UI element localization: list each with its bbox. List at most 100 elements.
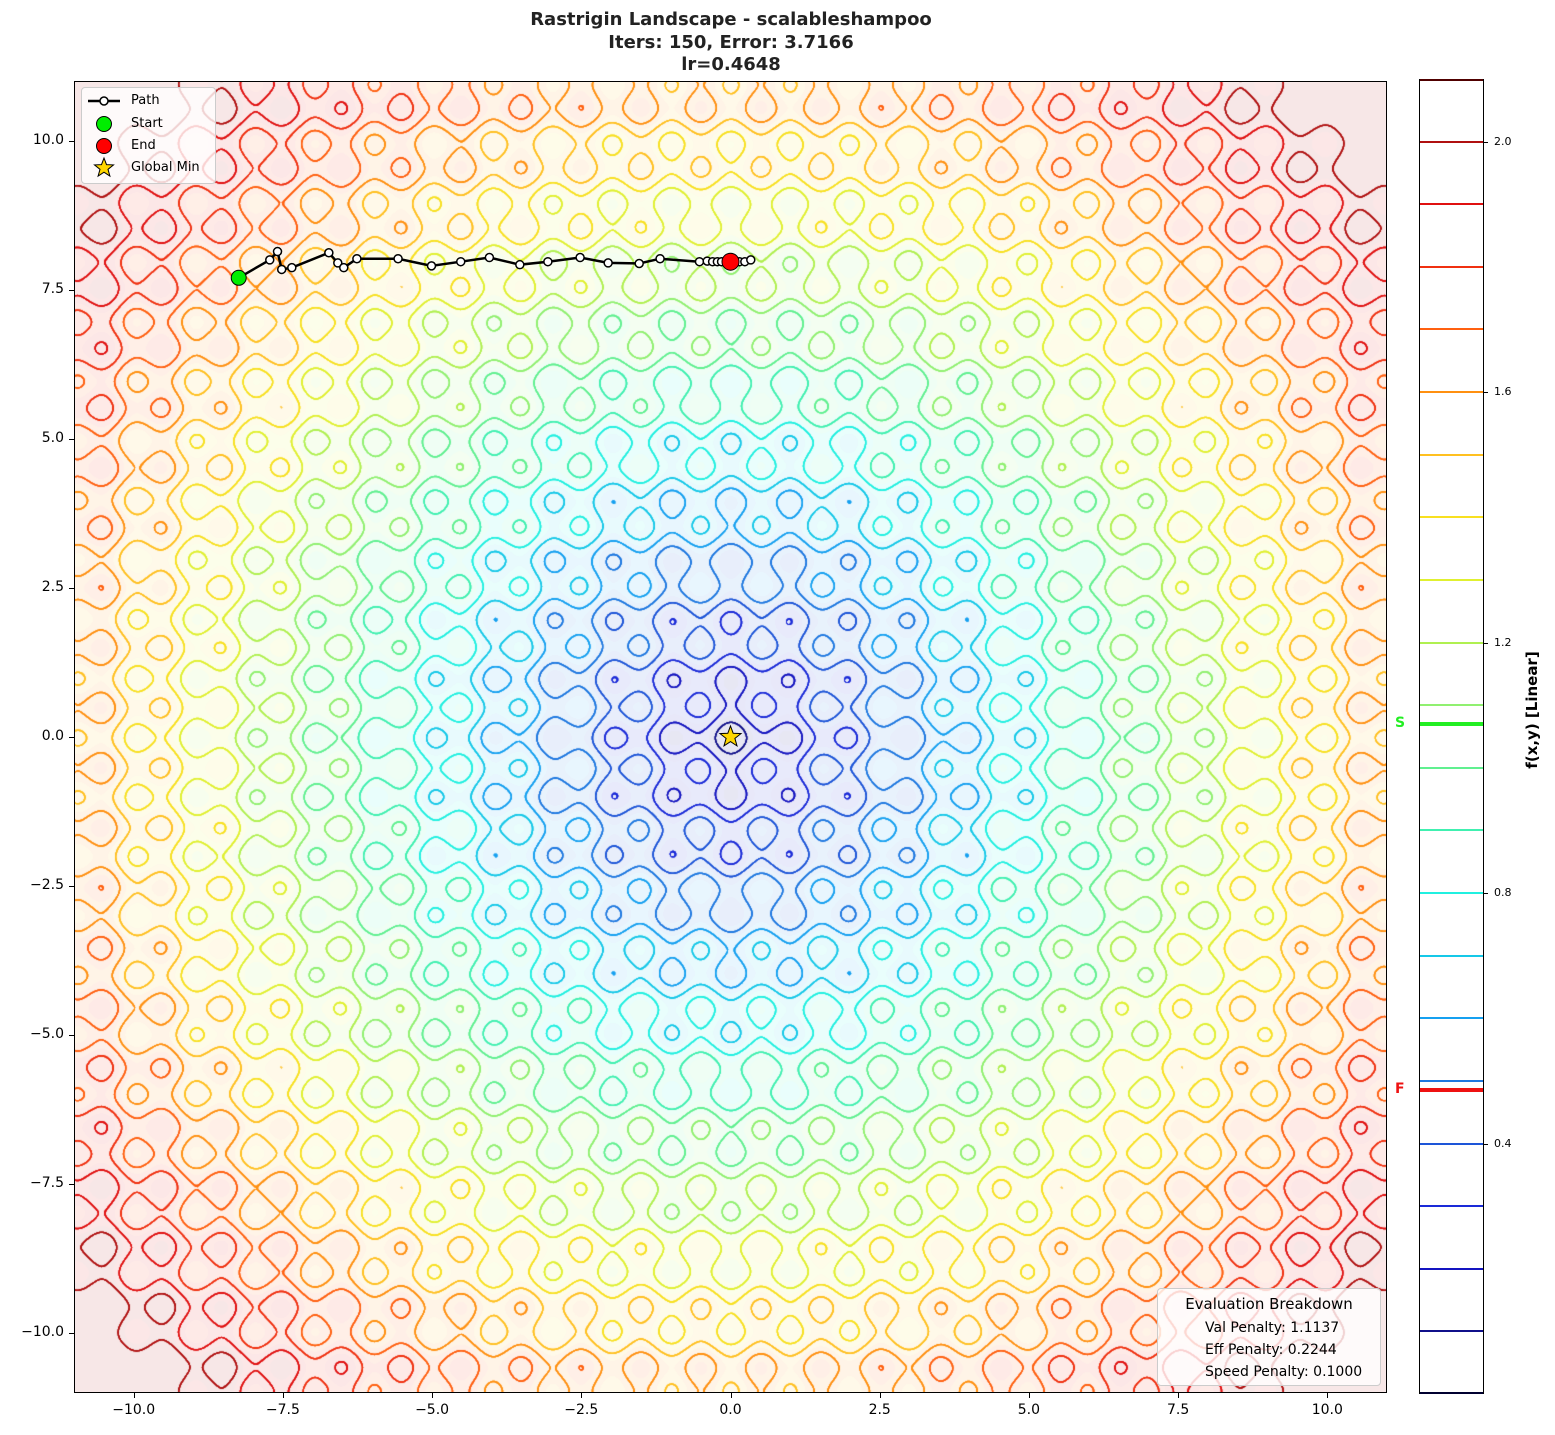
colorbar-tick-mark bbox=[1484, 642, 1488, 644]
colorbar-level-line bbox=[1420, 1392, 1483, 1394]
x-tick-label: 5.0 bbox=[1017, 1402, 1041, 1418]
x-tick-label: 10.0 bbox=[1311, 1402, 1343, 1418]
path-point bbox=[484, 252, 495, 263]
x-tick-mark bbox=[1178, 1393, 1180, 1398]
y-tick-mark bbox=[69, 140, 74, 142]
x-tick-mark bbox=[879, 1393, 881, 1398]
eval-title: Evaluation Breakdown bbox=[1185, 1295, 1353, 1313]
path-point bbox=[515, 259, 525, 270]
colorbar-tick-label: 0.8 bbox=[1494, 886, 1512, 900]
colorbar-level-line bbox=[1420, 453, 1483, 456]
x-tick-mark bbox=[432, 1393, 434, 1398]
path-point bbox=[352, 253, 362, 264]
path-point bbox=[339, 262, 349, 273]
colorbar-level-line bbox=[1420, 516, 1483, 519]
colorbar-tick-label: 0.4 bbox=[1494, 1136, 1512, 1150]
colorbar-tick-mark bbox=[1484, 1143, 1488, 1145]
path-point bbox=[426, 261, 437, 271]
x-tick-mark bbox=[1028, 1393, 1030, 1398]
x-tick-label: 2.5 bbox=[868, 1402, 891, 1418]
y-tick-mark bbox=[69, 1035, 74, 1037]
y-tick-mark bbox=[69, 886, 74, 888]
path-line bbox=[238, 248, 752, 279]
path-point bbox=[455, 256, 466, 267]
x-tick-mark bbox=[133, 1393, 135, 1398]
chart-subtitle-iters: Iters: 150, Error: 3.7166 bbox=[608, 32, 854, 53]
colorbar-tick-label: 1.2 bbox=[1494, 635, 1512, 649]
path-point bbox=[287, 262, 297, 273]
path-point bbox=[324, 248, 334, 258]
legend-end: End bbox=[131, 138, 156, 153]
colorbar-level-line bbox=[1420, 641, 1483, 644]
legend-global-min: Global Min bbox=[131, 160, 200, 175]
colorbar-level-line bbox=[1420, 79, 1483, 81]
path-point bbox=[272, 246, 283, 257]
path-point bbox=[543, 256, 553, 267]
y-tick-label: −7.5 bbox=[30, 1175, 64, 1192]
colorbar-level-line bbox=[1420, 328, 1483, 331]
colorbar-marker-line bbox=[1420, 1088, 1483, 1093]
y-tick-label: −2.5 bbox=[30, 877, 64, 894]
x-tick-label: −10.0 bbox=[112, 1402, 156, 1418]
path-point bbox=[634, 258, 644, 269]
colorbar-level-line bbox=[1420, 892, 1483, 895]
colorbar-level-line bbox=[1420, 766, 1483, 769]
chart-subtitle-lr: lr=0.4648 bbox=[681, 54, 781, 75]
colorbar-tick-label: 1.6 bbox=[1494, 385, 1512, 399]
colorbar-level-line bbox=[1420, 704, 1483, 707]
colorbar-level-line bbox=[1420, 140, 1483, 143]
colorbar-level-line bbox=[1420, 203, 1483, 206]
path-point bbox=[575, 252, 585, 263]
path-point bbox=[746, 255, 756, 265]
colorbar-tick-label: 2.0 bbox=[1494, 134, 1512, 148]
x-tick-label: 7.5 bbox=[1166, 1402, 1190, 1418]
legend-end-marker bbox=[96, 138, 112, 154]
colorbar-level-line bbox=[1420, 829, 1483, 832]
y-tick-label: 10.0 bbox=[32, 131, 64, 148]
global-min-star bbox=[718, 724, 743, 748]
x-tick-mark bbox=[1327, 1393, 1329, 1398]
eval-speed-penalty: Speed Penalty: 0.1000 bbox=[1205, 1364, 1363, 1380]
y-tick-label: 5.0 bbox=[41, 429, 64, 446]
colorbar-level-line bbox=[1420, 1267, 1483, 1270]
colorbar-level-line bbox=[1420, 954, 1483, 957]
colorbar-tick-mark bbox=[1484, 141, 1488, 143]
y-tick-mark bbox=[69, 1184, 74, 1186]
legend-path: Path bbox=[131, 93, 160, 108]
colorbar-tick-mark bbox=[1484, 392, 1488, 394]
plot-area bbox=[74, 81, 1387, 1393]
y-tick-label: 2.5 bbox=[41, 578, 64, 595]
x-tick-mark bbox=[282, 1393, 284, 1398]
legend: Path Start End Global Min bbox=[81, 87, 216, 184]
path-point bbox=[393, 253, 403, 264]
chart-title: Rastrigin Landscape - scalableshampoo bbox=[530, 9, 932, 30]
path-point bbox=[603, 258, 613, 268]
colorbar-level-line bbox=[1420, 265, 1483, 268]
legend-symbols bbox=[88, 96, 120, 178]
colorbar-level-line bbox=[1420, 1330, 1483, 1333]
path-point bbox=[694, 256, 705, 267]
x-tick-mark bbox=[730, 1393, 732, 1398]
legend-start-marker bbox=[96, 116, 112, 132]
colorbar-level-line bbox=[1420, 1017, 1483, 1020]
colorbar-level-line bbox=[1420, 1205, 1483, 1208]
start-marker bbox=[230, 269, 247, 286]
y-tick-mark bbox=[69, 438, 74, 440]
legend-start: Start bbox=[131, 116, 163, 131]
path-point bbox=[333, 258, 343, 268]
end-marker bbox=[721, 252, 740, 271]
y-tick-mark bbox=[69, 737, 74, 738]
colorbar bbox=[1419, 79, 1484, 1394]
colorbar-level-line bbox=[1420, 1079, 1483, 1082]
colorbar-level-line bbox=[1420, 578, 1483, 581]
y-tick-label: −10.0 bbox=[21, 1324, 64, 1341]
eval-val-penalty: Val Penalty: 1.1137 bbox=[1205, 1320, 1340, 1336]
path-point bbox=[276, 264, 287, 275]
y-tick-label: 0.0 bbox=[41, 728, 64, 744]
colorbar-marker-label: S bbox=[1395, 714, 1406, 731]
x-tick-label: 0.0 bbox=[719, 1402, 742, 1418]
legend-path-marker bbox=[99, 96, 109, 106]
y-tick-mark bbox=[69, 289, 74, 291]
y-tick-mark bbox=[69, 1333, 74, 1335]
